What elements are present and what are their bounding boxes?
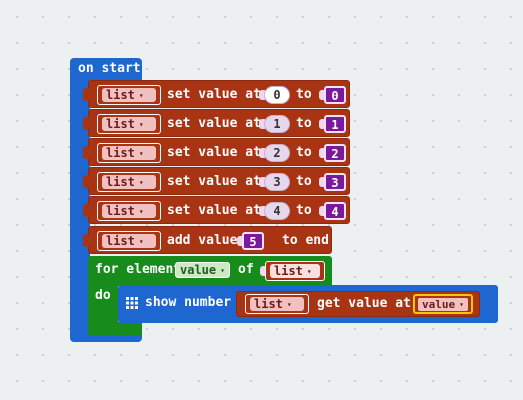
input-notch [259,177,265,187]
list-variable-label: list [274,264,303,278]
set-value-block-0[interactable]: list ▾ set value at 0 to 0 [83,80,350,108]
set-value-label: set value at [167,203,261,218]
list-variable-label: list [106,175,135,189]
input-notch [319,148,325,158]
index-input[interactable]: 0 [264,86,290,104]
input-notch [259,148,265,158]
list-variable-label: list [106,88,135,102]
input-notch [319,206,325,216]
for-element-label: for element [95,262,182,277]
list-variable-dropdown[interactable]: list ▾ [97,231,161,251]
on-start-body [70,78,90,336]
input-notch [237,236,243,246]
set-value-label: set value at [167,116,261,131]
input-notch [319,90,325,100]
input-notch [319,177,325,187]
to-label: to [296,145,312,160]
list-variable-dropdown[interactable]: list ▾ [97,172,161,192]
chevron-down-icon: ▾ [138,207,144,216]
led-grid-icon [126,297,138,309]
set-value-label: set value at [167,87,261,102]
value-input[interactable]: 4 [324,202,346,220]
set-value-block-3[interactable]: list ▾ set value at 3 to 3 [83,167,350,195]
chevron-down-icon: ▾ [306,267,312,276]
show-number-block[interactable]: show number list ▾ get value at value ▾ [118,285,498,323]
index-input[interactable]: 1 [264,115,290,133]
get-value-block[interactable]: list ▾ get value at value ▾ [236,291,480,317]
chevron-down-icon: ▾ [138,237,144,246]
chevron-down-icon: ▾ [138,120,144,129]
list-variable-label: list [106,146,135,160]
chevron-down-icon: ▾ [220,266,225,275]
list-variable-label: list [106,204,135,218]
add-value-input[interactable]: 5 [242,232,264,250]
to-label: to [296,203,312,218]
get-value-label: get value at [317,296,411,311]
index-input[interactable]: 2 [264,144,290,162]
input-notch [259,206,265,216]
index-variable-slot[interactable]: value ▾ [413,294,473,314]
set-value-label: set value at [167,145,261,160]
set-value-block-1[interactable]: list ▾ set value at 1 to 1 [83,109,350,137]
set-value-block-4[interactable]: list ▾ set value at 4 to 4 [83,196,350,224]
list-variable-label: list [106,234,135,248]
input-notch [260,266,266,276]
chevron-down-icon: ▾ [138,149,144,158]
input-notch [319,119,325,129]
chevron-down-icon: ▾ [286,300,292,309]
value-input[interactable]: 1 [324,115,346,133]
value-input[interactable]: 3 [324,173,346,191]
loop-variable-dropdown[interactable]: value ▾ [175,262,230,278]
add-value-block[interactable]: list ▾ add value 5 to end [83,226,332,254]
add-value-label: add value [167,233,238,248]
loop-list-dropdown[interactable]: list ▾ [265,261,325,281]
list-variable-dropdown[interactable]: list ▾ [97,85,161,105]
to-end-label: to end [282,233,329,248]
index-input[interactable]: 3 [264,173,290,191]
list-variable-label: list [254,297,283,311]
on-start-block[interactable]: on start [70,58,142,80]
value-input[interactable]: 0 [324,86,346,104]
chevron-down-icon: ▾ [138,91,144,100]
do-label: do [95,288,111,303]
input-notch [259,119,265,129]
list-variable-dropdown[interactable]: list ▾ [97,143,161,163]
for-element-block[interactable]: for element value ▾ of list ▾ [88,256,332,286]
input-notch [259,90,265,100]
of-label: of [238,262,254,277]
value-input[interactable]: 2 [324,144,346,162]
chevron-down-icon: ▾ [459,300,464,309]
to-label: to [296,87,312,102]
list-variable-dropdown[interactable]: list ▾ [97,201,161,221]
index-variable-label: value [422,298,456,311]
for-element-footer [88,322,142,336]
list-variable-label: list [106,117,135,131]
to-label: to [296,116,312,131]
chevron-down-icon: ▾ [138,178,144,187]
to-label: to [296,174,312,189]
on-start-label: on start [78,61,141,76]
loop-variable-label: value [180,263,217,277]
list-variable-dropdown[interactable]: list ▾ [97,114,161,134]
set-value-block-2[interactable]: list ▾ set value at 2 to 2 [83,138,350,166]
show-number-label: show number [145,295,232,310]
set-value-label: set value at [167,174,261,189]
list-variable-dropdown[interactable]: list ▾ [245,294,309,314]
index-input[interactable]: 4 [264,202,290,220]
